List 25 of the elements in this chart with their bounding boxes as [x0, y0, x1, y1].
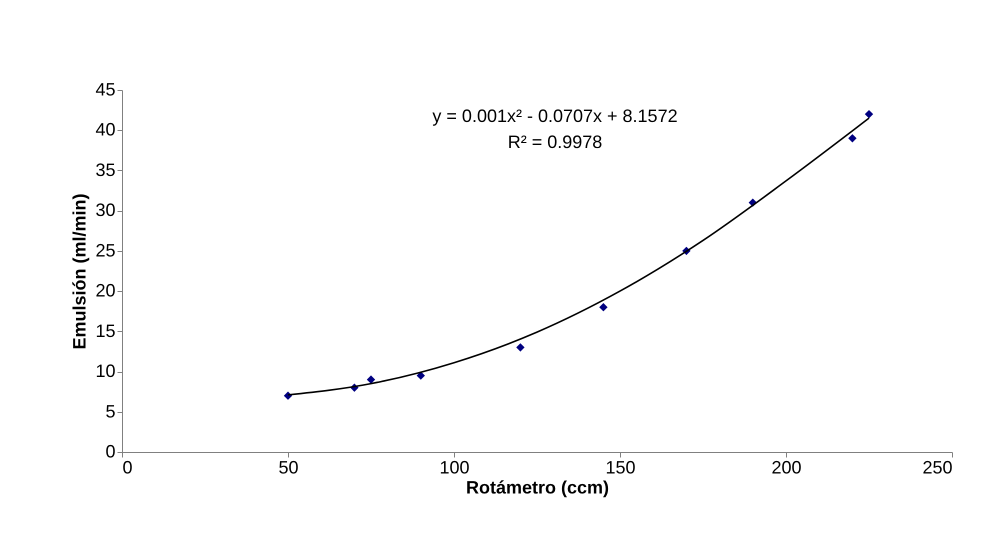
y-tick-label: 30: [95, 200, 116, 220]
x-tick-label: 50: [278, 458, 299, 478]
point: [848, 134, 857, 142]
y-tick-label: 15: [95, 320, 116, 341]
point: [599, 303, 608, 312]
point: [366, 375, 376, 384]
annotation: y = 0.001x² - 0.0707x + 8.1572: [432, 106, 678, 126]
y-tick-label: 5: [105, 401, 116, 422]
y-tick-label: 10: [95, 361, 116, 382]
x-tick-label: 200: [771, 458, 802, 478]
x-tick-label: 100: [439, 458, 470, 478]
point: [516, 343, 525, 352]
x-axis-title: Rotámetro (ccm): [466, 478, 610, 498]
y-axis-title: Emulsión (ml/min): [69, 193, 90, 350]
x-tick-label: 250: [922, 458, 952, 478]
x-tick-label: 0: [122, 458, 133, 478]
y-tick-label: 35: [95, 160, 116, 180]
point: [864, 110, 874, 118]
y-tick-label: 25: [95, 240, 116, 260]
y-tick-label: 20: [95, 280, 116, 301]
y-tick-label: 0: [105, 442, 116, 462]
x-tick-label: 150: [605, 458, 636, 478]
annotation: R² = 0.9978: [508, 132, 602, 152]
y-tick-label: 45: [95, 80, 116, 100]
y-tick-label: 40: [95, 120, 116, 140]
